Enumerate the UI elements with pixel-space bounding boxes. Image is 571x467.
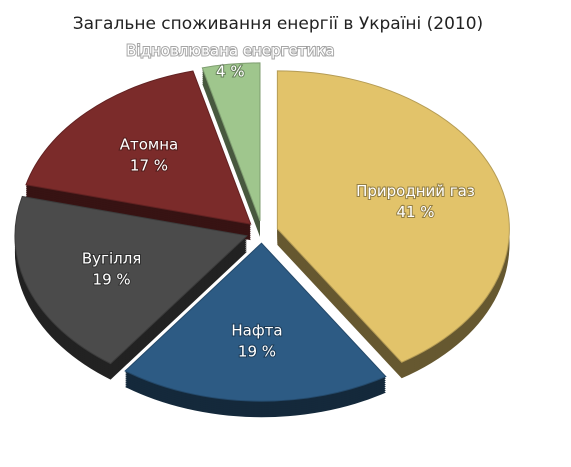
chart-title: Загальне споживання енергії в Україні (2…: [73, 14, 483, 34]
slice-value-label: 19 %: [238, 343, 276, 361]
slice-label: Відновлювана енергетика: [126, 41, 334, 59]
slice: [124, 242, 387, 402]
slice-value-label: 19 %: [93, 270, 131, 288]
slice-label: Атомна: [120, 135, 179, 153]
slice: [25, 70, 252, 225]
slice: [201, 62, 261, 222]
slice-label: Вугілля: [82, 249, 141, 267]
slice: [276, 70, 510, 363]
slice-label: Природний газ: [356, 182, 475, 200]
slice-value-label: 41 %: [396, 203, 434, 221]
slice-label: Нафта: [231, 322, 282, 340]
slice-value-label: 17 %: [130, 156, 168, 174]
slice: [14, 195, 249, 365]
slice-value-label: 4 %: [216, 62, 245, 80]
